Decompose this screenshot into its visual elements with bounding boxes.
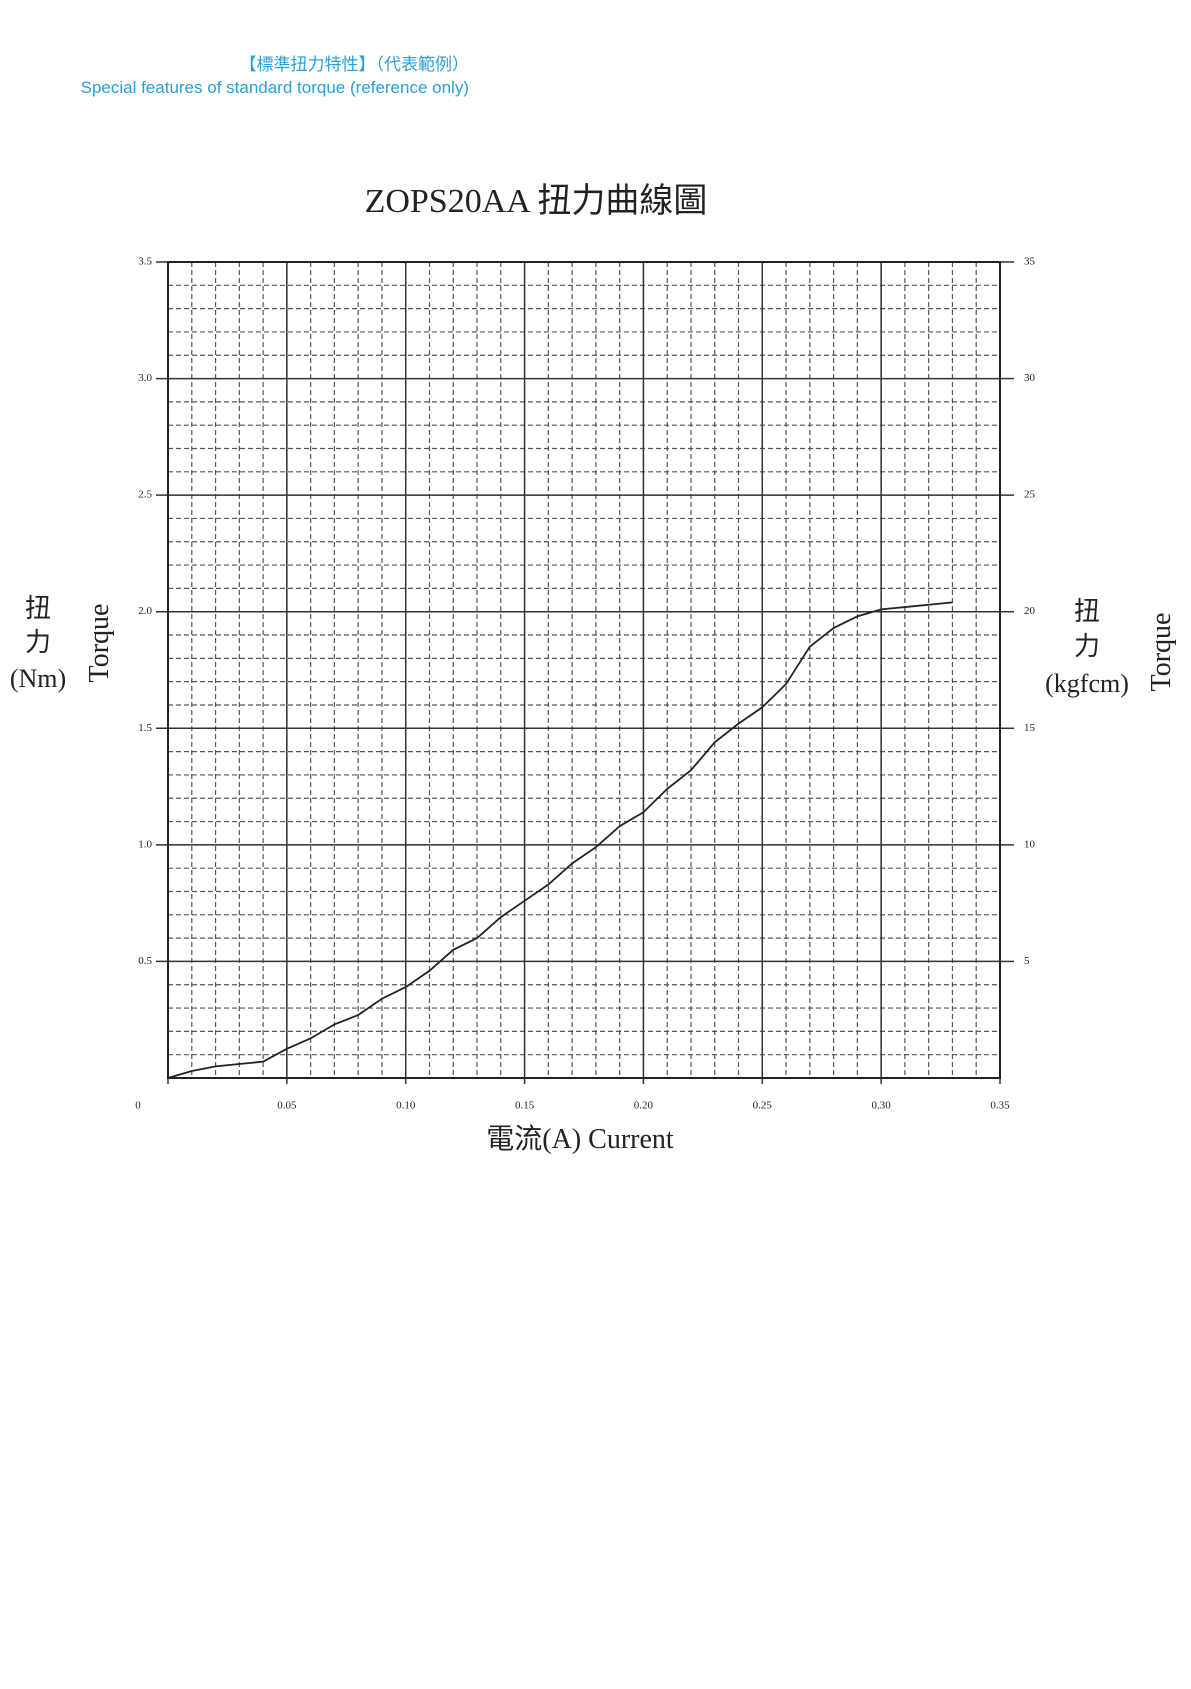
x-tick-label: 0.20: [634, 1100, 654, 1112]
y-tick-label: 0.5: [138, 955, 152, 967]
x-tick-label: 0.15: [515, 1100, 535, 1112]
y-tick-label: 2.0: [138, 605, 152, 617]
y-axis-label: 扭: [25, 594, 51, 623]
y2-tick-label: 15: [1024, 722, 1036, 734]
x-tick-label: 0: [135, 1100, 141, 1112]
y-axis-label: Torque: [84, 604, 115, 683]
x-tick-label: 0.25: [753, 1100, 773, 1112]
y-tick-label: 1.0: [138, 838, 152, 850]
y2-axis-label: 力: [1074, 632, 1100, 661]
y2-axis-label: 扭: [1074, 597, 1100, 626]
y2-tick-label: 25: [1024, 489, 1036, 501]
header-title: 【標準扭力特性】（代表範例）: [240, 55, 470, 74]
y-axis-label: 力: [25, 628, 51, 657]
chart-title: ZOPS20AA 扭力曲線圖: [365, 182, 708, 220]
y2-tick-label: 30: [1024, 372, 1036, 384]
y-tick-label: 3.5: [138, 256, 152, 268]
x-tick-label: 0.35: [990, 1100, 1010, 1112]
y2-tick-label: 35: [1024, 256, 1036, 268]
y2-tick-label: 5: [1024, 955, 1030, 967]
plot-frame: [167, 261, 1001, 1079]
data-line: [167, 601, 953, 1079]
y-tick-label: 3.0: [138, 372, 152, 384]
header-subtitle: Special features of standard torque (ref…: [81, 78, 469, 97]
y2-tick-label: 20: [1024, 605, 1036, 617]
y2-axis-label: Torque: [1146, 613, 1177, 692]
x-tick-label: 0.30: [872, 1100, 892, 1112]
y-axis-label: (Nm): [10, 664, 66, 693]
x-tick-label: 0.10: [396, 1100, 416, 1112]
x-tick-label: 0.05: [277, 1100, 297, 1112]
y-tick-label: 2.5: [138, 489, 152, 501]
y2-axis-label: (kgfcm): [1045, 669, 1129, 698]
x-axis-label: 電流(A) Current: [486, 1123, 674, 1155]
y-tick-label: 1.5: [138, 722, 152, 734]
y2-tick-label: 10: [1024, 838, 1036, 850]
